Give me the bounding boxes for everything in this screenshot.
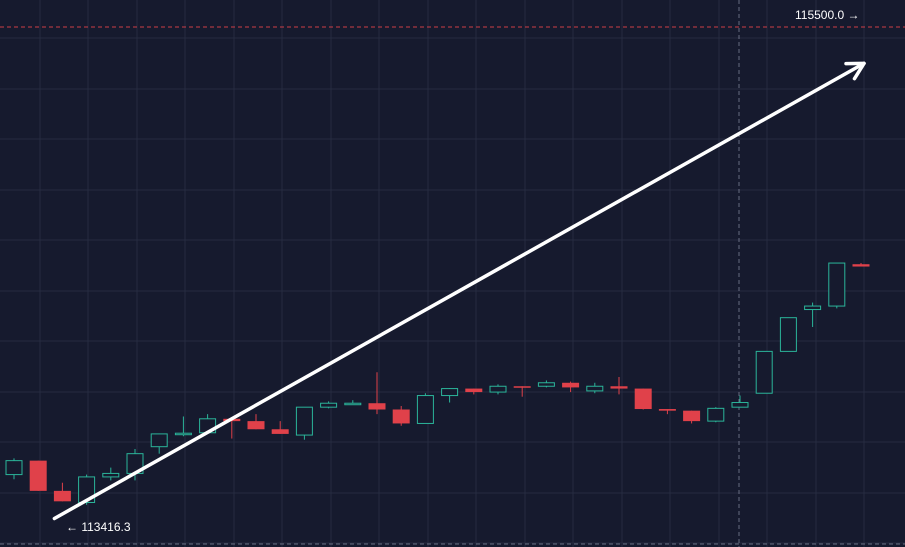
candle-body-up [828, 262, 846, 307]
candle-body-down [513, 386, 531, 388]
candle-body-down [271, 429, 289, 434]
candle-body-down [562, 382, 580, 388]
candle-body-up [295, 406, 313, 436]
trend-arrow-head [844, 61, 866, 81]
candle-body-down [465, 388, 483, 393]
candle-body-up [537, 382, 555, 387]
candle-body-up [489, 385, 507, 393]
candle-body-up [78, 476, 96, 503]
candle-body-down [658, 409, 676, 411]
candle-body-up [320, 402, 338, 408]
candle-body-down [634, 388, 652, 410]
candle-body-down [610, 386, 628, 389]
high-price-label: 115500.0 → [795, 8, 860, 22]
candle-body-up [755, 350, 773, 394]
candle-body-down [53, 490, 71, 502]
candle-body-up [174, 432, 192, 436]
candle-body-up [102, 472, 120, 478]
candle-body-down [683, 410, 701, 422]
candle-body-up [804, 305, 822, 311]
candle-body-down [852, 264, 870, 267]
candle-body-up [586, 385, 604, 392]
candle-body-up [5, 460, 23, 476]
candles [5, 262, 870, 505]
candle-body-down [392, 409, 410, 424]
candle-body-up [150, 433, 168, 448]
candle-body-down [368, 403, 386, 410]
trend-arrow [52, 61, 866, 521]
candle-body-up [344, 402, 362, 406]
candle-body-up [707, 407, 725, 422]
candle-body-up [731, 402, 749, 408]
candle-body-up [416, 395, 434, 424]
candle-body-up [441, 388, 459, 397]
trend-arrow-line [52, 61, 866, 521]
low-price-label: ← 113416.3 [66, 520, 131, 534]
candle-body-up [779, 317, 797, 352]
candle-body-down [29, 460, 47, 491]
price-labels: ← 113416.3 115500.0 → [66, 8, 860, 534]
candle-body-down [247, 421, 265, 430]
